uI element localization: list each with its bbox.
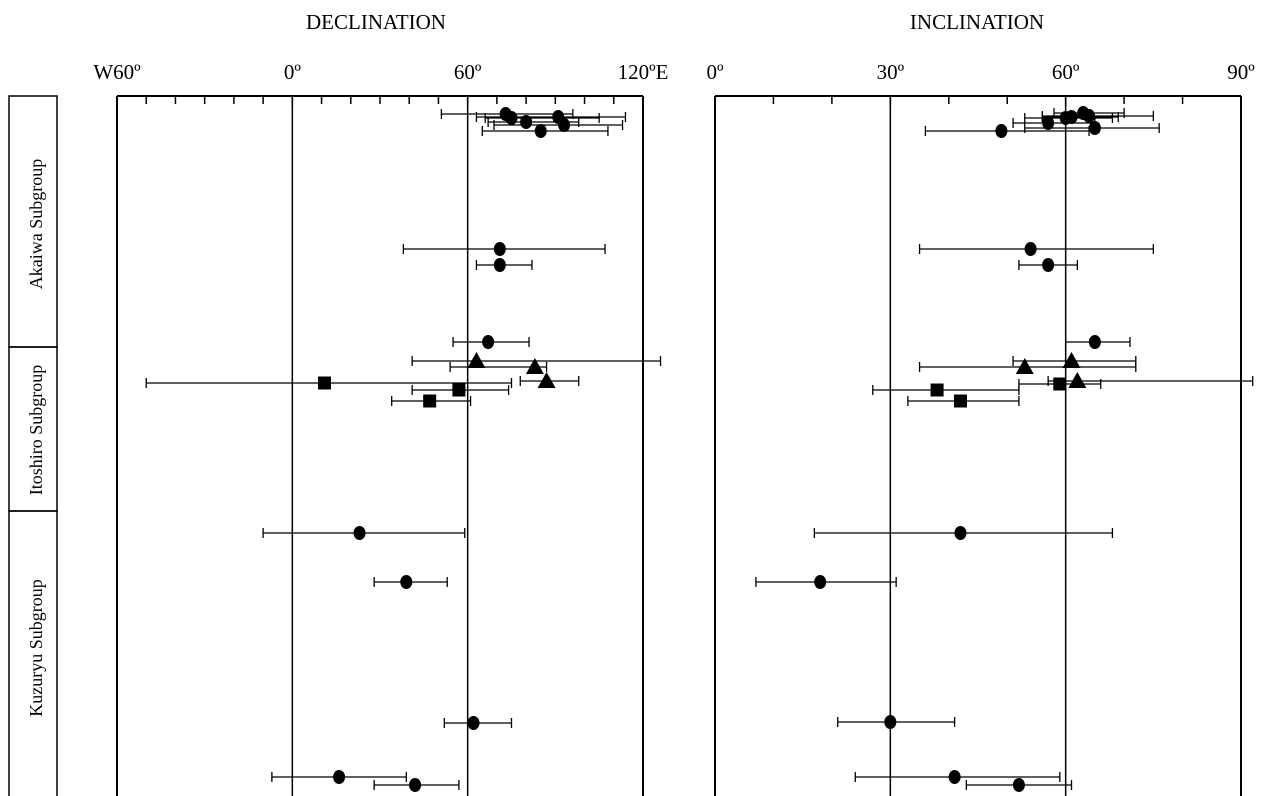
inclination-circle-point bbox=[918, 242, 1154, 256]
square-marker bbox=[953, 394, 967, 408]
circle-marker bbox=[558, 118, 571, 132]
declination-tick-label: 60º bbox=[454, 60, 482, 84]
inclination-circle-point bbox=[1018, 258, 1079, 272]
inclination-square-point bbox=[1018, 377, 1102, 391]
circle-marker bbox=[493, 258, 506, 272]
triangle-marker bbox=[525, 358, 544, 374]
square-marker bbox=[452, 383, 466, 397]
circle-marker bbox=[1012, 778, 1025, 792]
declination-square-point bbox=[145, 376, 513, 390]
subgroup-label-itoshiro: Itoshiro Subgroup bbox=[26, 365, 46, 496]
inclination-circle-point bbox=[965, 778, 1073, 792]
declination-tick-label: 0º bbox=[284, 60, 302, 84]
circle-marker bbox=[467, 716, 480, 730]
circle-marker bbox=[948, 770, 961, 784]
circle-marker bbox=[954, 526, 967, 540]
subgroup-box-kuzuryu bbox=[8, 510, 58, 796]
declination-circle-point bbox=[271, 770, 407, 784]
circle-marker bbox=[400, 575, 413, 589]
square-marker bbox=[423, 394, 437, 408]
inclination-circle-point bbox=[813, 526, 1114, 540]
inclination-circle-point bbox=[854, 770, 1061, 784]
inclination-triangle-point bbox=[1047, 372, 1254, 388]
declination-square-point bbox=[391, 394, 472, 408]
circle-marker bbox=[1042, 116, 1055, 130]
declination-circle-point bbox=[452, 335, 530, 349]
circle-marker bbox=[534, 124, 547, 138]
circle-marker bbox=[1088, 121, 1101, 135]
circle-marker bbox=[493, 242, 506, 256]
declination-circle-point bbox=[481, 124, 609, 138]
inclination-circle-point bbox=[1041, 109, 1154, 123]
inclination-title: INCLINATION bbox=[910, 10, 1044, 34]
triangle-marker bbox=[1062, 352, 1081, 368]
inclination-tick-label: 0º bbox=[706, 60, 724, 84]
declination-circle-point bbox=[475, 258, 533, 272]
triangle-marker bbox=[1015, 358, 1034, 374]
circle-marker bbox=[409, 778, 422, 792]
circle-marker bbox=[1042, 258, 1055, 272]
circle-marker bbox=[353, 526, 366, 540]
circle-marker bbox=[814, 575, 827, 589]
inclination-circle-point bbox=[837, 715, 956, 729]
circle-marker bbox=[1083, 109, 1096, 123]
declination-circle-point bbox=[373, 575, 448, 589]
square-marker bbox=[317, 376, 331, 390]
circle-marker bbox=[884, 715, 897, 729]
circle-marker bbox=[1088, 335, 1101, 349]
declination-title: DECLINATION bbox=[306, 10, 446, 34]
square-marker bbox=[930, 383, 944, 397]
circle-marker bbox=[1024, 242, 1037, 256]
circle-marker bbox=[995, 124, 1008, 138]
inclination-square-point bbox=[907, 394, 1020, 408]
declination-circle-point bbox=[402, 242, 606, 256]
triangle-marker bbox=[537, 372, 556, 388]
inclination-tick-label: 30º bbox=[877, 60, 905, 84]
circle-marker bbox=[333, 770, 346, 784]
subgroup-label-akaiwa: Akaiwa Subgroup bbox=[26, 159, 46, 289]
circle-marker bbox=[482, 335, 495, 349]
inclination-tick-label: 60º bbox=[1052, 60, 1080, 84]
circle-marker bbox=[1059, 111, 1072, 125]
subgroup-column: Akaiwa Subgroup Itoshiro Subgroup Kuzury… bbox=[8, 95, 58, 796]
square-marker bbox=[1053, 377, 1067, 391]
inclination-triangle-point bbox=[1012, 352, 1137, 368]
circle-marker bbox=[505, 111, 518, 125]
subgroup-label-kuzuryu: Kuzuryu Subgroup bbox=[26, 579, 46, 717]
declination-square-point bbox=[411, 383, 510, 397]
inclination-panel: 0º 30º 60º 90º bbox=[706, 60, 1255, 796]
inclination-circle-point bbox=[755, 575, 897, 589]
triangle-marker bbox=[467, 352, 486, 368]
declination-tick-label: W60º bbox=[93, 60, 141, 84]
inclination-circle-point bbox=[1065, 335, 1131, 349]
declination-tick-label: 120ºE bbox=[618, 60, 669, 84]
triangle-marker bbox=[1068, 372, 1087, 388]
inclination-circle-point bbox=[924, 124, 1090, 138]
inclination-tick-label: 90º bbox=[1227, 60, 1255, 84]
declination-circle-point bbox=[443, 716, 513, 730]
declination-circle-point bbox=[373, 778, 460, 792]
declination-triangle-point bbox=[519, 372, 580, 388]
declination-triangle-point bbox=[449, 358, 548, 374]
declination-circle-point bbox=[262, 526, 466, 540]
declination-panel: W60º 0º 60º 120ºE bbox=[93, 60, 668, 796]
inclination-circle-point bbox=[1024, 111, 1114, 125]
declination-circle-point bbox=[493, 118, 624, 132]
inclination-triangle-point bbox=[918, 358, 1137, 374]
inclination-square-point bbox=[872, 383, 1020, 397]
